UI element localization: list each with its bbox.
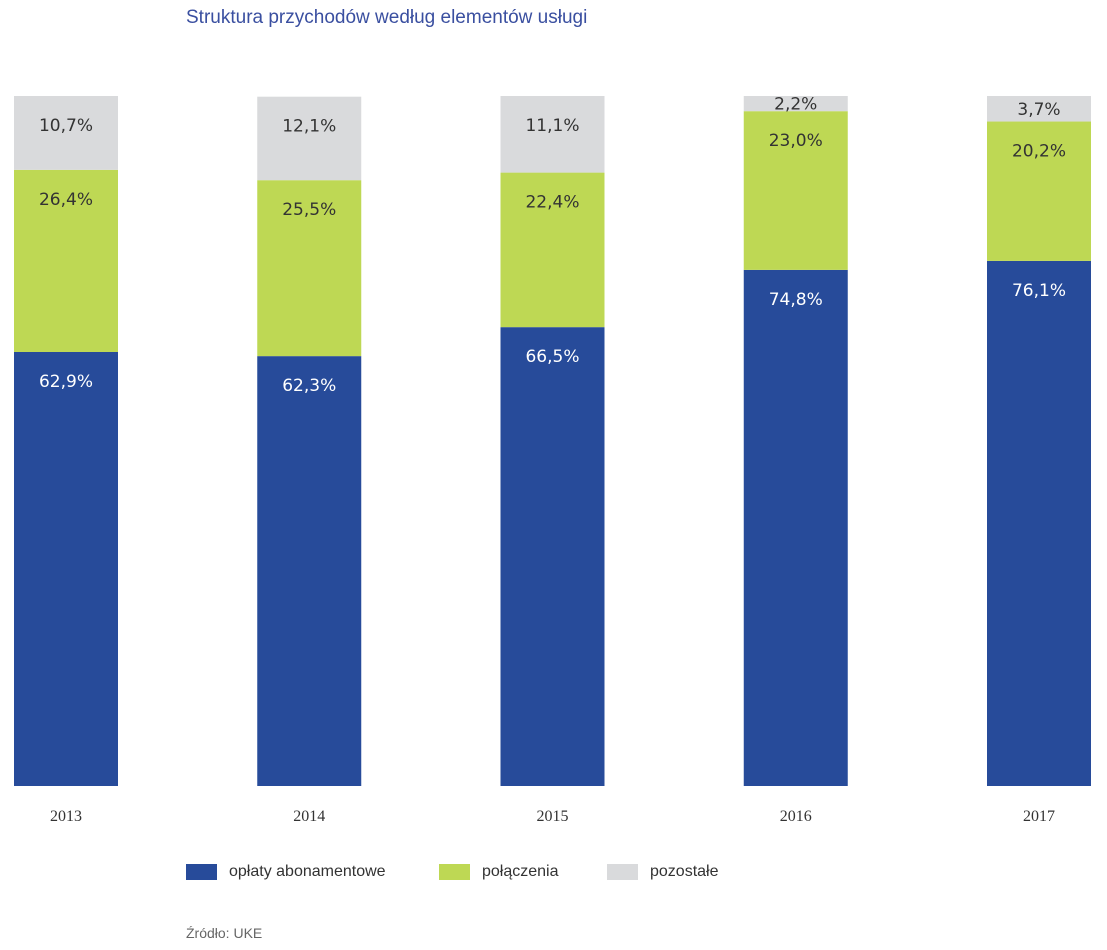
data-label-2017-1: 76,1%	[1012, 281, 1066, 301]
legend-label-polaczenia: połączenia	[482, 863, 559, 880]
source-note: Źródło: UKE	[186, 925, 263, 941]
bar-segment-2015-3	[500, 96, 605, 173]
legend-swatch-polaczenia	[439, 864, 470, 880]
bar-segment-2013-2	[14, 169, 118, 352]
bar-segment-2014-1	[257, 356, 362, 786]
chart-title: Struktura przychodów według elementów us…	[186, 7, 588, 28]
bar-segment-2016-2	[743, 111, 848, 270]
bar-segment-2015-2	[500, 172, 605, 328]
bar-segment-2016-1	[743, 269, 848, 786]
x-tick-label-2017: 2017	[1023, 808, 1055, 825]
legend-swatch-pozostale	[607, 864, 638, 880]
legend-label-pozostale: pozostałe	[650, 863, 719, 880]
data-label-2016-1: 74,8%	[769, 290, 823, 310]
data-label-2017-2: 20,2%	[1012, 142, 1066, 162]
bar-segment-2013-3	[14, 96, 118, 170]
data-label-2013-3: 10,7%	[39, 116, 93, 136]
data-label-2013-1: 62,9%	[39, 372, 93, 392]
bar-segment-2014-2	[257, 180, 362, 357]
x-tick-label-2015: 2015	[537, 808, 569, 825]
x-tick-label-2014: 2014	[293, 808, 325, 825]
data-label-2014-1: 62,3%	[282, 376, 336, 396]
bar-segment-2015-1	[500, 327, 605, 786]
stacked-bar-chart: 62,9% 26,4% 10,7% 2013 62,3% 25,5% 12,1% 2014 66…	[14, 95, 1091, 825]
data-label-2014-3: 12,1%	[282, 117, 336, 137]
data-label-2015-2: 22,4%	[525, 193, 579, 213]
data-label-2014-2: 25,5%	[282, 200, 336, 220]
bar-segment-2016-3	[743, 96, 848, 112]
data-label-2016-2: 23,0%	[769, 131, 823, 151]
legend-label-oplaty: opłaty abonamentowe	[229, 863, 386, 880]
data-label-2015-1: 66,5%	[525, 347, 579, 367]
legend-item-polaczenia: połączenia	[439, 860, 559, 884]
data-label-2017-3: 3,7%	[1017, 100, 1060, 120]
data-label-2013-2: 26,4%	[39, 190, 93, 210]
data-label-2015-3: 11,1%	[525, 116, 579, 136]
bar-segment-2013-1	[14, 351, 118, 786]
legend-item-pozostale: pozostałe	[607, 860, 719, 884]
bar-segment-2017-3	[987, 96, 1091, 122]
x-tick-label-2013: 2013	[50, 808, 82, 825]
data-label-2016-3: 2,2%	[774, 95, 817, 115]
legend-item-oplaty: opłaty abonamentowe	[186, 860, 386, 884]
bar-segment-2017-1	[987, 260, 1091, 786]
bar-segment-2014-3	[257, 96, 362, 181]
bar-segment-2017-2	[987, 121, 1091, 261]
x-tick-label-2016: 2016	[780, 808, 812, 825]
legend-swatch-oplaty	[186, 864, 217, 880]
